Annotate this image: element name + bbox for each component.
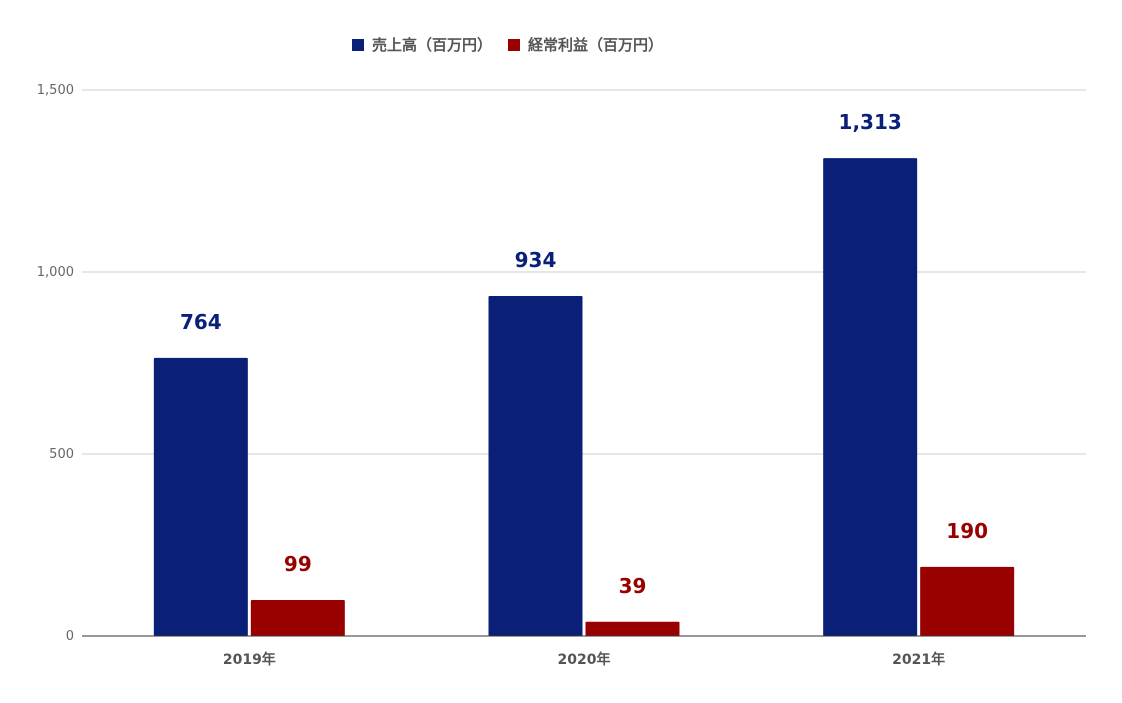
x-tick-label: 2020年 xyxy=(558,651,611,668)
y-tick-label: 1,000 xyxy=(37,265,74,280)
bar-sales xyxy=(488,296,583,636)
y-tick-label: 0 xyxy=(66,629,74,644)
legend-swatch-ordinary-profit xyxy=(508,38,521,51)
legend-item-sales: 売上高（百万円） xyxy=(352,34,492,55)
legend-label-ordinary-profit: 経常利益（百万円） xyxy=(528,36,664,54)
legend-swatch-sales xyxy=(352,38,364,51)
data-label-ordinary-profit: 190 xyxy=(946,519,988,543)
legend-item-ordinary-profit: 経常利益（百万円） xyxy=(508,34,663,55)
bar-sales xyxy=(153,357,248,636)
x-tick-label: 2019年 xyxy=(223,651,276,668)
data-label-sales: 1,313 xyxy=(839,110,902,134)
chart-legend: 売上高（百万円） 経常利益（百万円） xyxy=(352,34,663,55)
data-label-ordinary-profit: 39 xyxy=(619,574,647,598)
legend-label-sales: 売上高（百万円） xyxy=(372,36,493,54)
data-label-sales: 934 xyxy=(515,248,557,272)
bar-ordinary-profit xyxy=(585,621,680,636)
bar-ordinary-profit xyxy=(250,599,345,636)
data-label-ordinary-profit: 99 xyxy=(284,552,312,576)
x-tick-label: 2021年 xyxy=(892,651,945,668)
y-tick-label: 1,500 xyxy=(37,83,74,98)
y-tick-label: 500 xyxy=(49,447,74,462)
bar-ordinary-profit xyxy=(920,566,1015,636)
bar-sales xyxy=(823,158,918,636)
data-label-sales: 764 xyxy=(180,310,222,334)
